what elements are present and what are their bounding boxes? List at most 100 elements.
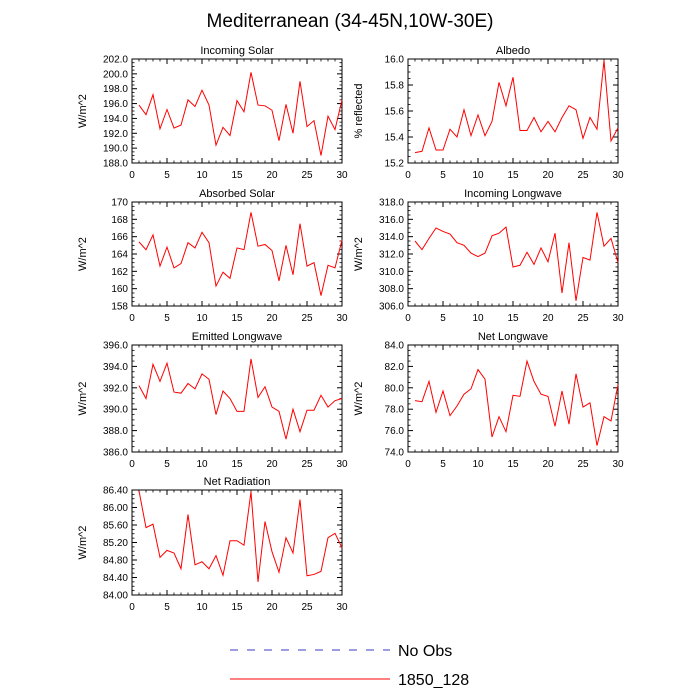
x-tick-label: 0 bbox=[405, 313, 411, 324]
panel-5: Emitted Longwave W/m^2 0 5 10 15 20 25 30 386.0 38… bbox=[77, 331, 348, 470]
plot-frame bbox=[407, 344, 619, 453]
y-tick-label: 312.0 bbox=[379, 250, 404, 261]
y-tick-label: 164 bbox=[111, 250, 128, 261]
plot-frame bbox=[131, 201, 343, 307]
y-tick-label: 74.0 bbox=[385, 448, 405, 459]
y-tick-label: 394.0 bbox=[103, 362, 128, 373]
series-line bbox=[414, 359, 619, 446]
y-tick-label: 15.6 bbox=[385, 107, 405, 118]
panel-6: Net Longwave W/m^2 0 5 10 15 20 25 30 74.0 76.0 78.… bbox=[353, 331, 624, 470]
x-tick-label: 0 bbox=[129, 602, 135, 613]
x-tick-label: 5 bbox=[164, 459, 170, 470]
y-tick-label: 86.40 bbox=[103, 486, 128, 497]
y-tick-label: 392.0 bbox=[103, 383, 128, 394]
legend-label-1: No Obs bbox=[398, 643, 452, 660]
x-tick-label: 0 bbox=[129, 459, 135, 470]
y-tick-label: 192.0 bbox=[103, 129, 128, 140]
x-tick-label: 10 bbox=[472, 313, 484, 324]
y-tick-label: 15.4 bbox=[385, 133, 405, 144]
y-tick-label: 76.0 bbox=[385, 426, 405, 437]
x-tick-label: 0 bbox=[405, 170, 411, 181]
y-tick-label: 200.0 bbox=[103, 69, 128, 80]
panel-2: Albedo % reflected 0 5 10 15 20 25 30 15.2 15.4 15.… bbox=[353, 45, 624, 181]
plot-frame bbox=[407, 201, 619, 307]
panel-1: Incoming Solar W/m^2 0 5 10 15 20 25 30 188.0 190.… bbox=[77, 45, 348, 181]
panel-title: Emitted Longwave bbox=[192, 331, 283, 343]
x-tick-label: 25 bbox=[301, 170, 313, 181]
y-tick-label: 158 bbox=[111, 302, 128, 313]
panel-title: Albedo bbox=[496, 45, 530, 57]
y-tick-label: 85.60 bbox=[103, 521, 128, 532]
x-tick-label: 20 bbox=[542, 313, 554, 324]
y-axis-label: W/m^2 bbox=[77, 526, 89, 560]
x-tick-label: 25 bbox=[577, 170, 589, 181]
series-line bbox=[138, 212, 343, 296]
panel-4: Incoming Longwave W/m^2 0 5 10 15 20 25 30 306.0 3… bbox=[353, 188, 624, 324]
series-line bbox=[138, 358, 343, 440]
x-tick-label: 20 bbox=[266, 459, 278, 470]
y-tick-label: 316.0 bbox=[379, 215, 404, 226]
y-axis-label: % reflected bbox=[353, 83, 365, 138]
series-line bbox=[138, 72, 343, 156]
y-tick-label: 386.0 bbox=[103, 448, 128, 459]
y-tick-label: 84.40 bbox=[103, 573, 128, 584]
x-tick-label: 5 bbox=[440, 313, 446, 324]
x-tick-label: 15 bbox=[231, 313, 243, 324]
y-tick-label: 15.2 bbox=[385, 159, 405, 170]
plot-frame bbox=[407, 58, 619, 164]
x-tick-label: 20 bbox=[542, 459, 554, 470]
y-tick-label: 86.00 bbox=[103, 503, 128, 514]
y-axis-label: W/m^2 bbox=[353, 237, 365, 271]
legend-label-2: 1850_128 bbox=[398, 672, 469, 689]
y-axis-label: W/m^2 bbox=[77, 382, 89, 416]
y-tick-label: 202.0 bbox=[103, 55, 128, 66]
y-tick-label: 84.0 bbox=[385, 341, 405, 352]
y-tick-label: 396.0 bbox=[103, 341, 128, 352]
x-tick-label: 5 bbox=[440, 170, 446, 181]
x-tick-label: 0 bbox=[405, 459, 411, 470]
x-tick-label: 10 bbox=[472, 170, 484, 181]
y-tick-label: 390.0 bbox=[103, 405, 128, 416]
panel-title: Net Longwave bbox=[478, 331, 548, 343]
plot-frame bbox=[131, 489, 343, 596]
x-tick-label: 25 bbox=[577, 313, 589, 324]
x-tick-label: 20 bbox=[542, 170, 554, 181]
x-tick-label: 15 bbox=[231, 459, 243, 470]
x-tick-label: 15 bbox=[231, 170, 243, 181]
x-tick-label: 0 bbox=[129, 313, 135, 324]
y-tick-label: 16.0 bbox=[385, 55, 405, 66]
y-tick-label: 82.0 bbox=[385, 362, 405, 373]
x-tick-label: 5 bbox=[164, 170, 170, 181]
x-tick-label: 10 bbox=[196, 170, 208, 181]
series-line bbox=[414, 212, 619, 301]
y-tick-label: 310.0 bbox=[379, 267, 404, 278]
x-tick-label: 30 bbox=[612, 313, 624, 324]
y-tick-label: 388.0 bbox=[103, 426, 128, 437]
y-axis-label: W/m^2 bbox=[353, 382, 365, 416]
y-tick-label: 160 bbox=[111, 284, 128, 295]
y-tick-label: 188.0 bbox=[103, 159, 128, 170]
x-tick-label: 30 bbox=[336, 313, 348, 324]
x-tick-label: 30 bbox=[336, 170, 348, 181]
y-tick-label: 198.0 bbox=[103, 84, 128, 95]
y-tick-label: 84.80 bbox=[103, 556, 128, 567]
legend: No Obs 1850_128 bbox=[230, 643, 469, 689]
x-tick-label: 0 bbox=[129, 170, 135, 181]
x-tick-label: 10 bbox=[196, 313, 208, 324]
x-tick-label: 25 bbox=[577, 459, 589, 470]
x-tick-label: 10 bbox=[472, 459, 484, 470]
panels: Incoming Solar W/m^2 0 5 10 15 20 25 30 188.0 190.… bbox=[77, 45, 624, 613]
series-line bbox=[138, 490, 343, 582]
series-line bbox=[414, 60, 619, 154]
y-tick-label: 78.0 bbox=[385, 405, 405, 416]
y-tick-label: 306.0 bbox=[379, 302, 404, 313]
panel-title: Net Radiation bbox=[204, 476, 271, 488]
plot-frame bbox=[131, 58, 343, 164]
x-tick-label: 15 bbox=[507, 459, 519, 470]
x-tick-label: 30 bbox=[336, 602, 348, 613]
plot-frame bbox=[131, 344, 343, 453]
x-tick-label: 5 bbox=[164, 313, 170, 324]
panel-title: Incoming Longwave bbox=[464, 188, 562, 200]
panel-3: Absorbed Solar W/m^2 0 5 10 15 20 25 30 158 160 162… bbox=[77, 188, 348, 324]
